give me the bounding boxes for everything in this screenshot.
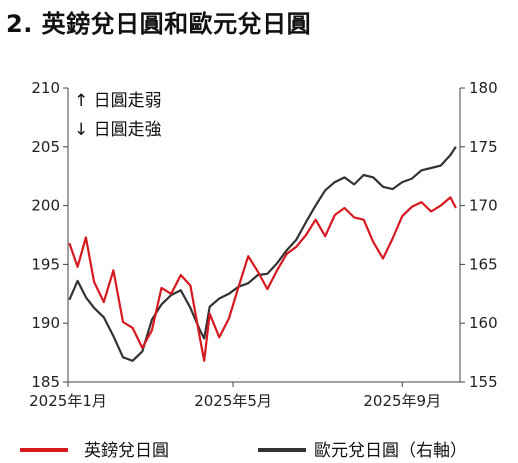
series-line-eurjpy: [68, 146, 457, 362]
x-tick-label: 2025年5月: [194, 392, 272, 410]
annotation-yen-weaker: ↑ 日圓走弱: [74, 91, 162, 111]
right-tick-label: 175: [469, 138, 498, 156]
chart-axes: 185 190 195 200 205 210 155 160 165 170 175 180 2025…: [29, 79, 498, 410]
left-tick-label: 195: [31, 255, 60, 273]
right-tick-label: 170: [469, 197, 498, 215]
series-line-gbpjpy: [68, 196, 457, 362]
left-tick-label: 190: [31, 314, 60, 332]
chart-legend: 英鎊兌日圓 歐元兌日圓（右軸）: [20, 441, 467, 461]
right-tick-label: 165: [469, 255, 498, 273]
left-tick-label: 185: [31, 373, 60, 391]
right-tick-label: 155: [469, 373, 498, 391]
annotation-yen-stronger: ↓ 日圓走強: [74, 120, 162, 140]
left-tick-label: 205: [31, 138, 60, 156]
left-tick-label: 210: [31, 79, 60, 97]
left-tick-label: 200: [31, 197, 60, 215]
legend-label-gbpjpy: 英鎊兌日圓: [84, 441, 169, 461]
right-tick-label: 180: [469, 79, 498, 97]
x-tick-label: 2025年1月: [29, 392, 107, 410]
chart-title: 2. 英鎊兌日圓和歐元兌日圓: [6, 10, 312, 38]
right-tick-label: 160: [469, 314, 498, 332]
x-tick-label: 2025年9月: [363, 392, 441, 410]
legend-label-eurjpy: 歐元兌日圓（右軸）: [314, 441, 467, 461]
chart-series: [68, 146, 457, 362]
